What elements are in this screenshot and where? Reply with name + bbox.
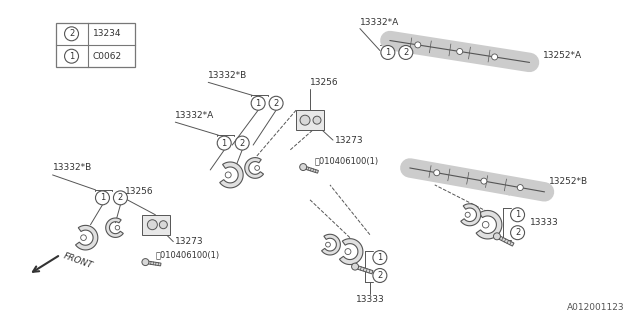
Circle shape	[255, 165, 260, 170]
Text: 13333: 13333	[529, 218, 558, 227]
Circle shape	[373, 251, 387, 265]
Text: 2: 2	[118, 193, 123, 202]
Circle shape	[115, 226, 120, 230]
Text: 1: 1	[100, 193, 105, 202]
Text: 13256: 13256	[310, 78, 339, 87]
Circle shape	[147, 220, 157, 230]
Circle shape	[235, 136, 249, 150]
Polygon shape	[76, 225, 98, 250]
Bar	[56, 23, 136, 68]
Polygon shape	[357, 266, 373, 274]
Text: Ⓑ010406100(1): Ⓑ010406100(1)	[315, 156, 379, 165]
Polygon shape	[220, 162, 243, 188]
Text: 13273: 13273	[335, 136, 364, 145]
Circle shape	[269, 96, 283, 110]
Text: 1: 1	[515, 210, 520, 219]
Polygon shape	[321, 234, 340, 255]
Circle shape	[457, 49, 463, 54]
Text: C0062: C0062	[93, 52, 122, 61]
Circle shape	[95, 191, 109, 205]
Text: 13333: 13333	[355, 295, 384, 304]
Text: A012001123: A012001123	[566, 303, 625, 312]
Circle shape	[465, 212, 470, 217]
Text: 13332*A: 13332*A	[360, 18, 399, 27]
Circle shape	[511, 226, 525, 240]
Circle shape	[225, 172, 231, 178]
Circle shape	[517, 185, 524, 190]
Text: 2: 2	[273, 99, 279, 108]
Text: FRONT: FRONT	[63, 252, 95, 271]
Circle shape	[217, 136, 231, 150]
Text: 2: 2	[403, 48, 408, 57]
Text: 13234: 13234	[93, 29, 121, 38]
Circle shape	[351, 263, 358, 270]
Polygon shape	[339, 239, 363, 265]
Circle shape	[381, 45, 395, 60]
Polygon shape	[461, 204, 481, 226]
Text: 2: 2	[239, 139, 244, 148]
Circle shape	[65, 27, 79, 41]
Circle shape	[81, 235, 86, 241]
Circle shape	[113, 191, 127, 205]
Circle shape	[345, 249, 351, 255]
Text: 1: 1	[385, 48, 390, 57]
Circle shape	[313, 116, 321, 124]
Polygon shape	[305, 167, 319, 173]
Polygon shape	[244, 158, 264, 178]
Circle shape	[65, 49, 79, 63]
Circle shape	[493, 233, 500, 240]
Text: 13252*B: 13252*B	[548, 177, 588, 187]
Circle shape	[434, 170, 440, 176]
Text: 2: 2	[515, 228, 520, 237]
Text: 13252*A: 13252*A	[543, 51, 582, 60]
Text: 13256: 13256	[125, 188, 154, 196]
Circle shape	[492, 54, 498, 60]
Circle shape	[511, 208, 525, 222]
Circle shape	[373, 268, 387, 283]
Text: 1: 1	[377, 253, 383, 262]
Polygon shape	[106, 218, 124, 237]
Circle shape	[326, 242, 330, 247]
Circle shape	[142, 259, 149, 266]
Circle shape	[483, 221, 489, 228]
Text: 13332*A: 13332*A	[175, 111, 214, 120]
Text: 13332*B: 13332*B	[52, 164, 92, 172]
Polygon shape	[148, 261, 161, 266]
Text: 1: 1	[221, 139, 227, 148]
Text: 13273: 13273	[175, 237, 204, 246]
Circle shape	[300, 164, 307, 171]
Circle shape	[481, 178, 487, 184]
Polygon shape	[499, 236, 514, 246]
Circle shape	[159, 221, 167, 229]
Text: 13332*B: 13332*B	[208, 71, 248, 80]
Bar	[296, 110, 324, 130]
Circle shape	[399, 45, 413, 60]
Text: 1: 1	[69, 52, 74, 61]
Bar	[142, 215, 170, 235]
Text: 2: 2	[377, 271, 383, 280]
Text: 2: 2	[69, 29, 74, 38]
Text: 1: 1	[255, 99, 260, 108]
Circle shape	[251, 96, 265, 110]
Text: Ⓑ010406100(1): Ⓑ010406100(1)	[156, 251, 220, 260]
Circle shape	[415, 42, 420, 48]
Polygon shape	[476, 211, 502, 239]
Circle shape	[300, 115, 310, 125]
